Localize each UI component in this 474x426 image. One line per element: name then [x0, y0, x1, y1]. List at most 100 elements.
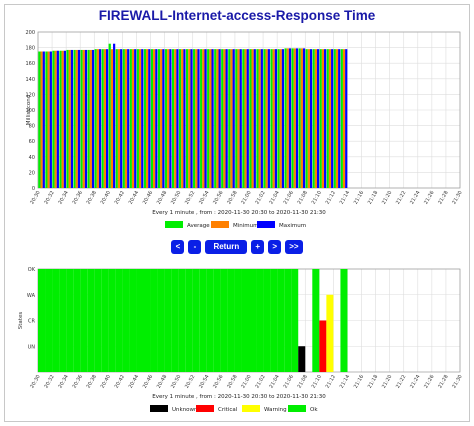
- legend-label-maximum: Maximum: [279, 223, 306, 229]
- bar-minimum: [82, 49, 85, 188]
- state-bar-ok: [94, 269, 102, 372]
- bar-maximum: [295, 48, 299, 188]
- bar-average: [242, 49, 245, 188]
- bar-minimum: [54, 50, 57, 188]
- x-tick-label: 20:40: [100, 190, 112, 205]
- bar-maximum: [345, 49, 348, 188]
- bar-maximum: [148, 49, 151, 188]
- zoom-out-button[interactable]: -: [188, 240, 202, 254]
- bar-maximum: [197, 49, 200, 188]
- x-tick-label: 21:10: [311, 374, 323, 389]
- state-bar-ok: [234, 269, 242, 372]
- bar-minimum: [293, 48, 296, 188]
- bar-maximum: [232, 49, 235, 188]
- x-tick-label: 21:24: [409, 374, 421, 389]
- bar-average: [164, 49, 168, 188]
- state-bar-ok: [178, 269, 186, 372]
- bar-minimum: [321, 49, 325, 188]
- bar-minimum: [216, 49, 219, 188]
- bar-maximum: [288, 48, 292, 188]
- bar-maximum: [239, 49, 242, 188]
- bar-minimum: [167, 49, 170, 188]
- return-button[interactable]: Return: [205, 240, 248, 254]
- x-tick-label: 20:58: [226, 190, 238, 205]
- y-tick-label: 160: [25, 61, 35, 67]
- first-page-button[interactable]: <: [171, 240, 185, 254]
- x-tick-label: 21:26: [423, 374, 435, 389]
- x-tick-label: 20:36: [72, 374, 84, 389]
- bar-minimum: [237, 49, 240, 188]
- bar-maximum: [211, 49, 214, 188]
- state-bar-ok: [143, 269, 151, 372]
- x-tick-label: 21:24: [409, 190, 421, 205]
- y-tick-label: 80: [29, 124, 35, 130]
- state-bar-ok: [241, 269, 249, 372]
- bar-maximum: [77, 49, 81, 188]
- x-tick-label: 21:20: [381, 374, 393, 389]
- bar-minimum: [174, 49, 177, 188]
- bar-minimum: [124, 49, 128, 188]
- next-page-button[interactable]: >: [268, 240, 282, 254]
- bar-average: [298, 48, 301, 188]
- bar-maximum: [141, 49, 144, 188]
- state-bar-ok: [206, 269, 214, 372]
- bar-average: [235, 49, 238, 188]
- state-bar-ok: [87, 269, 95, 372]
- x-tick-label: 21:18: [367, 190, 379, 205]
- x-tick-label: 21:10: [311, 190, 323, 205]
- bar-average: [263, 49, 266, 188]
- legend-swatch-maximum: [257, 221, 275, 228]
- last-page-button[interactable]: >>: [285, 240, 303, 254]
- state-bar-ok: [73, 269, 81, 372]
- bar-minimum: [300, 48, 303, 188]
- bar-minimum: [244, 49, 247, 188]
- legend-label-unknown: Unknown: [172, 407, 198, 413]
- x-tick-label: 21:22: [395, 190, 407, 205]
- state-bar-ok: [340, 269, 348, 372]
- bar-average: [129, 49, 132, 188]
- x-tick-label: 20:46: [142, 374, 154, 389]
- x-tick-label: 21:20: [381, 190, 393, 205]
- bar-minimum: [265, 49, 268, 188]
- bar-maximum: [176, 49, 179, 188]
- legend-swatch-ok: [288, 405, 306, 412]
- x-tick-label: 20:36: [72, 190, 84, 205]
- state-bar-ok: [270, 269, 278, 372]
- x-tick-label: 21:00: [240, 374, 252, 389]
- legend-swatch-warning: [242, 405, 260, 412]
- bar-maximum: [316, 49, 320, 188]
- state-bar-ok: [213, 269, 221, 372]
- bar-maximum: [120, 49, 123, 188]
- bar-average: [186, 49, 189, 188]
- bar-minimum: [223, 49, 226, 188]
- bar-average: [270, 49, 273, 188]
- zoom-in-button[interactable]: +: [251, 240, 265, 254]
- x-tick-label: 20:32: [43, 190, 55, 205]
- bar-minimum: [342, 49, 346, 188]
- bar-minimum: [230, 49, 233, 188]
- state-bar-ok: [66, 269, 74, 372]
- bar-average: [312, 49, 315, 188]
- bar-average: [108, 43, 111, 189]
- x-tick-label: 20:40: [100, 374, 112, 389]
- state-bar-ok: [38, 269, 46, 372]
- legend-label-warning: Warning: [264, 407, 287, 413]
- x-tick-label: 20:48: [156, 190, 168, 205]
- bar-maximum: [324, 49, 327, 188]
- bar-maximum: [338, 49, 341, 188]
- x-tick-label: 20:48: [156, 374, 168, 389]
- x-tick-label: 20:54: [198, 190, 210, 205]
- bar-minimum: [335, 49, 339, 188]
- bar-maximum: [70, 49, 74, 188]
- state-bar-ok: [291, 269, 299, 372]
- x-tick-label: 21:04: [268, 374, 280, 389]
- bar-average: [256, 49, 259, 188]
- state-bar-ok: [284, 269, 292, 372]
- x-tick-label: 21:16: [353, 190, 365, 205]
- x-tick-label: 20:38: [86, 374, 98, 389]
- bar-minimum: [138, 49, 142, 188]
- legend-label-ok: Ok: [310, 407, 318, 413]
- bar-minimum: [258, 49, 261, 188]
- bar-average: [284, 48, 287, 188]
